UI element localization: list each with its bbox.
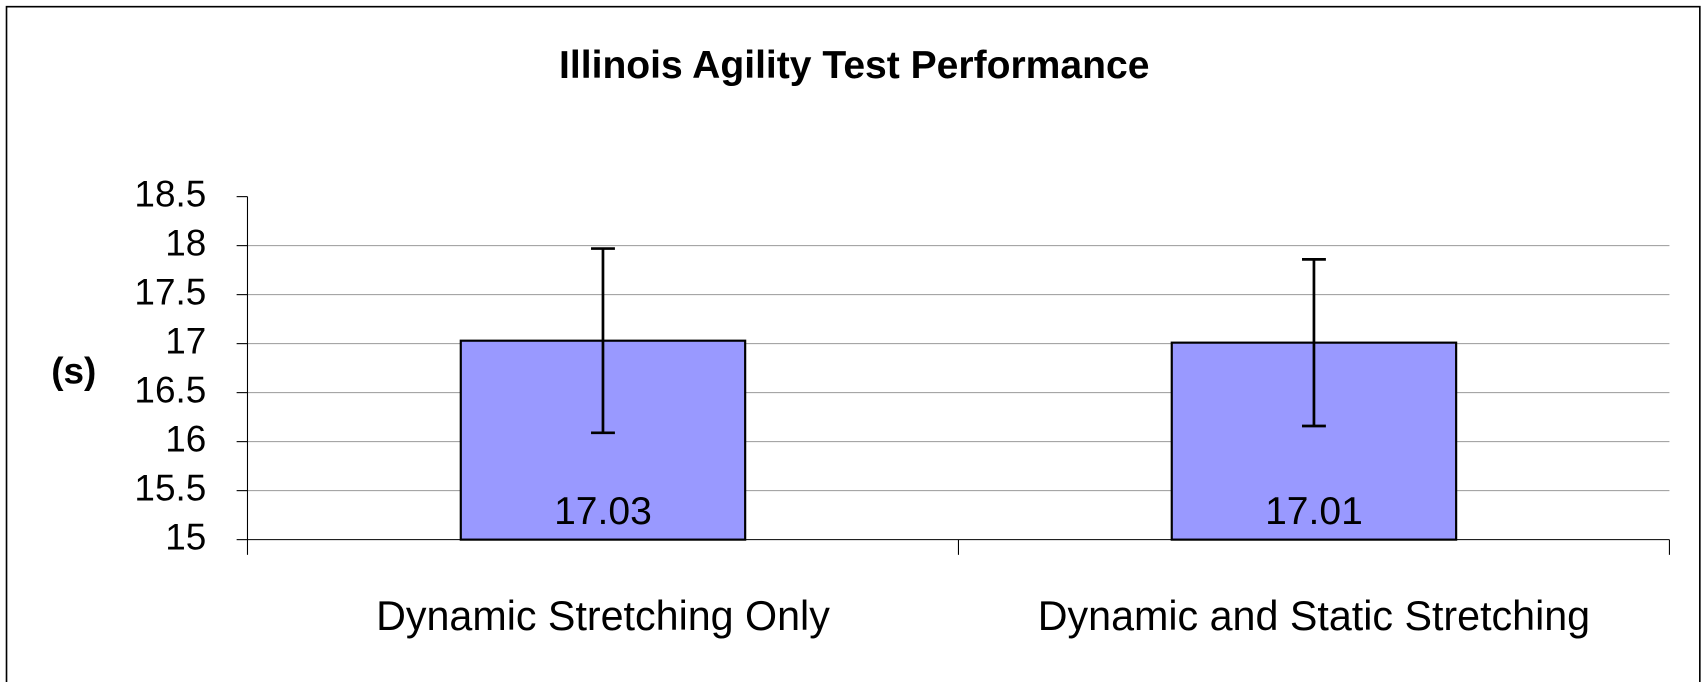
y-tick-label: 16.5 <box>134 369 206 410</box>
y-tick-label: 18 <box>165 222 206 263</box>
y-tick-label: 18.5 <box>134 173 206 214</box>
y-axis-label: (s) <box>51 350 96 391</box>
x-tick-label: Dynamic Stretching Only <box>376 593 830 639</box>
y-tick-label: 16 <box>165 418 206 459</box>
x-tick-label: Dynamic and Static Stretching <box>1038 593 1590 639</box>
y-tick-label: 15.5 <box>134 467 206 508</box>
value-label: 17.01 <box>1265 490 1363 533</box>
y-tick-label: 17.5 <box>134 271 206 312</box>
chart-title: Illinois Agility Test Performance <box>559 44 1149 87</box>
y-tick-label: 17 <box>165 320 206 361</box>
value-label: 17.03 <box>554 490 652 533</box>
y-tick-label: 15 <box>165 516 206 557</box>
